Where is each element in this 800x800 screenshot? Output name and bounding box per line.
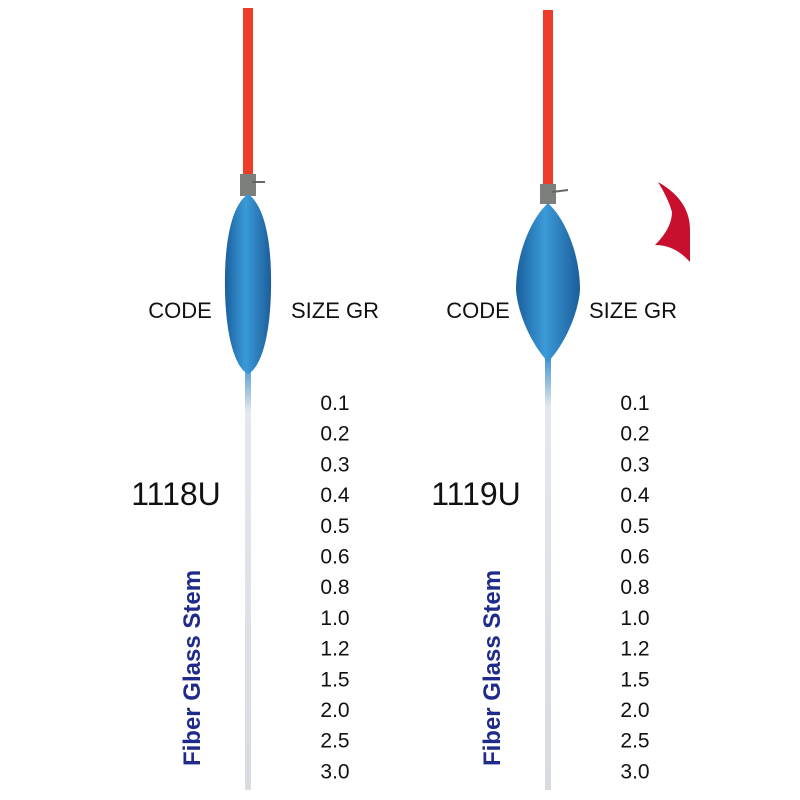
size-value: 0.3 bbox=[620, 453, 649, 476]
size-value: 1.0 bbox=[320, 607, 349, 630]
size-value: 0.5 bbox=[320, 515, 349, 538]
size-value: 1.5 bbox=[320, 668, 349, 691]
size-value: 0.6 bbox=[620, 546, 649, 569]
stem bbox=[245, 360, 251, 790]
float-body bbox=[224, 194, 272, 374]
antenna bbox=[243, 8, 253, 180]
product-code: 1118U bbox=[131, 476, 221, 512]
size-value: 0.6 bbox=[320, 546, 349, 569]
size-value: 2.0 bbox=[320, 699, 349, 722]
size-value: 0.5 bbox=[620, 515, 649, 538]
coil bbox=[240, 174, 256, 196]
size-value: 0.8 bbox=[620, 576, 649, 599]
size-label: SIZE GR bbox=[589, 298, 677, 323]
coil bbox=[540, 184, 556, 204]
size-value: 0.1 bbox=[320, 392, 349, 415]
size-value: 1.2 bbox=[320, 638, 349, 661]
size-value: 1.5 bbox=[620, 668, 649, 691]
size-value: 0.2 bbox=[320, 423, 349, 446]
decoration bbox=[655, 182, 690, 262]
antenna bbox=[543, 10, 553, 190]
size-value: 2.5 bbox=[620, 730, 649, 753]
code-label: CODE bbox=[446, 298, 510, 323]
size-value: 0.3 bbox=[320, 453, 349, 476]
size-value: 3.0 bbox=[320, 760, 349, 783]
float-1: CODE SIZE GR 1118U Fiber Glass Stem 0.1 0… bbox=[131, 8, 379, 790]
wire bbox=[551, 189, 569, 193]
code-label: CODE bbox=[148, 298, 212, 323]
size-value: 0.4 bbox=[620, 484, 650, 507]
size-value: 3.0 bbox=[620, 760, 649, 783]
size-value: 0.8 bbox=[320, 576, 349, 599]
size-value: 2.5 bbox=[320, 730, 349, 753]
stem-label: Fiber Glass Stem bbox=[179, 570, 206, 766]
float-2: CODE SIZE GR 1119U Fiber Glass Stem 0.1 0… bbox=[431, 10, 677, 790]
size-value: 1.0 bbox=[620, 607, 649, 630]
size-label: SIZE GR bbox=[291, 298, 379, 323]
size-value: 2.0 bbox=[620, 699, 649, 722]
size-value: 0.1 bbox=[620, 392, 649, 415]
product-code: 1119U bbox=[431, 476, 521, 512]
float-body bbox=[516, 203, 580, 362]
stem-label: Fiber Glass Stem bbox=[479, 570, 506, 766]
size-value: 1.2 bbox=[620, 638, 649, 661]
stem bbox=[545, 355, 551, 790]
size-value: 0.2 bbox=[620, 423, 649, 446]
size-value: 0.4 bbox=[320, 484, 350, 507]
